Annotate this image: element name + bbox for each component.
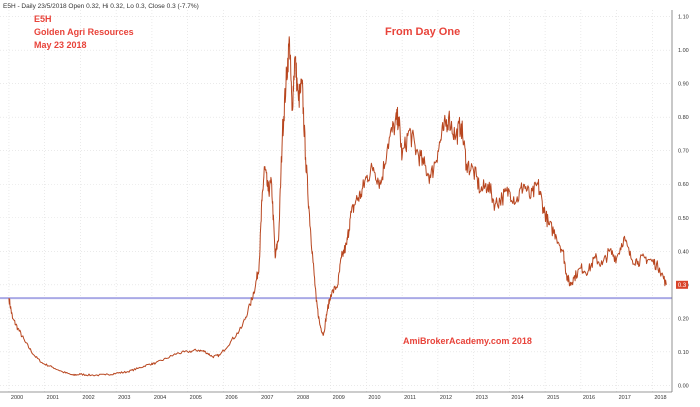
x-tick-label: 2005 [190,395,202,401]
x-tick-label: 2013 [476,395,488,401]
y-tick-label: 0.90 [678,82,689,88]
x-tick-label: 2017 [619,395,631,401]
watermark-text: AmiBrokerAcademy.com 2018 [403,336,532,346]
company-label: Golden Agri Resources [34,27,134,37]
axis-layer: 0.000.100.200.300.400.500.600.700.800.90… [0,10,689,401]
chart-info-line: E5H - Daily 23/5/2018 Open 0.32, Hi 0.32… [3,3,199,10]
y-tick-label: 0.00 [678,383,689,389]
y-tick-label: 1.10 [678,15,689,21]
last-price-label: 0.3 [678,283,687,289]
x-tick-label: 2008 [297,395,309,401]
x-tick-label: 2010 [368,395,380,401]
grid-layer [0,10,672,392]
y-tick-label: 0.70 [678,149,689,155]
date-label: May 23 2018 [34,40,87,50]
y-tick-label: 0.20 [678,316,689,322]
x-tick-label: 2012 [440,395,452,401]
last-price-box [676,280,688,289]
y-tick-label: 0.10 [678,350,689,356]
x-tick-label: 2016 [583,395,595,401]
x-tick-label: 2001 [47,395,59,401]
x-tick-label: 2009 [333,395,345,401]
y-tick-label: 1.00 [678,48,689,54]
x-tick-label: 2002 [82,395,94,401]
y-tick-label: 0.80 [678,115,689,121]
price-series-line [8,36,667,377]
y-tick-label: 0.40 [678,249,689,255]
last-price-marker: 0.3 [676,280,688,289]
y-tick-label: 0.50 [678,216,689,222]
x-tick-label: 2000 [11,395,23,401]
x-tick-label: 2014 [511,395,523,401]
x-tick-label: 2011 [404,395,416,401]
x-tick-label: 2018 [654,395,666,401]
center-title: From Day One [385,26,460,38]
x-tick-label: 2004 [154,395,166,401]
symbol-label: E5H [34,14,52,24]
x-tick-label: 2007 [261,395,273,401]
y-tick-label: 0.60 [678,182,689,188]
series-layer [8,36,667,377]
x-tick-label: 2006 [225,395,237,401]
x-tick-label: 2015 [547,395,559,401]
x-tick-label: 2003 [118,395,130,401]
